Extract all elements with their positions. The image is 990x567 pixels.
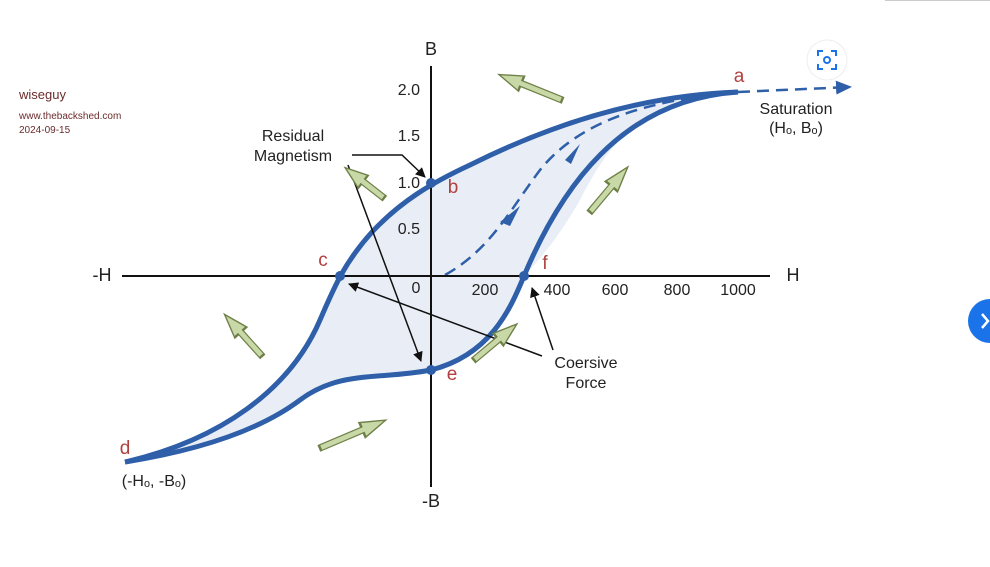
axis-label: -H bbox=[93, 265, 112, 285]
annotation: Saturation bbox=[760, 101, 833, 118]
tick-label: 400 bbox=[544, 282, 571, 299]
upper-branch bbox=[124, 89, 739, 465]
tick-label: 0.5 bbox=[398, 221, 420, 238]
tick-label: 0 bbox=[412, 280, 421, 297]
point-label: e bbox=[447, 364, 458, 385]
annotation: Force bbox=[566, 375, 607, 392]
annotation: (Hₒ, Bₒ) bbox=[769, 120, 823, 137]
loop bbox=[124, 80, 852, 465]
user: wiseguy bbox=[18, 87, 66, 102]
direction-arrows bbox=[223, 73, 630, 452]
axis-label: H bbox=[787, 265, 800, 285]
lower-branch bbox=[124, 89, 739, 465]
loop-points bbox=[335, 178, 529, 375]
point-label: f bbox=[542, 253, 548, 274]
pointer-arrows bbox=[347, 154, 554, 362]
point-label: c bbox=[318, 250, 328, 271]
annotation: Residual bbox=[262, 128, 324, 145]
point-label: a bbox=[734, 66, 745, 87]
point-label: d bbox=[120, 438, 131, 459]
axis-label: B bbox=[425, 39, 437, 59]
axes bbox=[122, 66, 770, 487]
tick-label: 1000 bbox=[720, 282, 756, 299]
tick-label: 1.0 bbox=[398, 175, 420, 192]
tick-label: 1.5 bbox=[398, 128, 420, 145]
tick-label: 2.0 bbox=[398, 82, 420, 99]
axis-label: -B bbox=[422, 491, 440, 511]
saturation-arrow bbox=[737, 80, 852, 95]
date: 2024-09-15 bbox=[19, 125, 71, 136]
curve-arrows bbox=[500, 144, 580, 226]
next-button[interactable] bbox=[968, 299, 990, 343]
tick-label: 800 bbox=[664, 282, 691, 299]
point-label: b bbox=[448, 177, 459, 198]
annotation: (-Hₒ, -Bₒ) bbox=[122, 473, 187, 490]
initial-curve bbox=[444, 90, 739, 277]
tick-label: 600 bbox=[602, 282, 629, 299]
site: www.thebackshed.com bbox=[18, 111, 121, 122]
tick-label: 200 bbox=[472, 282, 499, 299]
annotation: Coersive bbox=[554, 355, 617, 372]
annotation: Magnetism bbox=[254, 148, 332, 165]
visual-search-button[interactable] bbox=[806, 39, 848, 81]
